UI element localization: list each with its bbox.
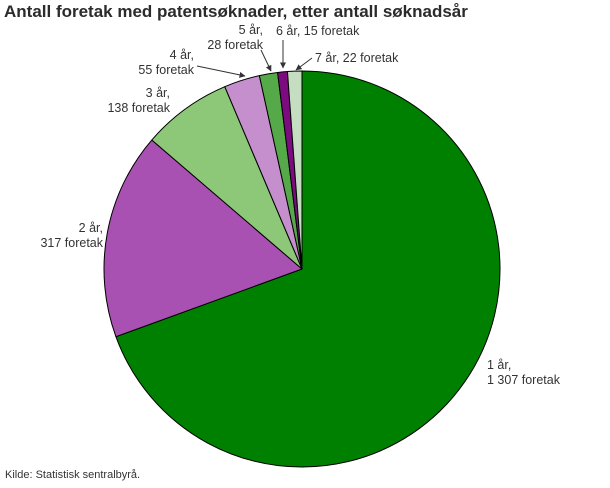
pie-slice-1-ar bbox=[115, 70, 501, 468]
leader-line-7-ar bbox=[295, 57, 313, 71]
leader-line-4-ar bbox=[196, 65, 246, 78]
pie-slice-2-ar bbox=[103, 139, 303, 338]
pie-slice-7-ar bbox=[286, 70, 303, 270]
leader-line-5-ar bbox=[260, 49, 272, 72]
source-note: Kilde: Statistisk sentralbyrå. bbox=[5, 469, 141, 481]
slice-label-7-ar: 7 år, 22 foretak bbox=[315, 51, 398, 66]
slice-label-line: 4 år, bbox=[169, 48, 194, 62]
slice-label-line: 6 år, 15 foretak bbox=[276, 24, 360, 38]
slice-label-3-ar: 3 år, 138 foretak bbox=[107, 86, 170, 116]
pie-slices-group bbox=[103, 70, 501, 468]
slice-label-line: 1 307 foretak bbox=[487, 373, 560, 387]
slice-label-5-ar: 5 år, 28 foretak bbox=[207, 23, 263, 53]
slice-label-2-ar: 2 år, 317 foretak bbox=[40, 221, 103, 251]
slice-label-6-ar: 6 år, 15 foretak bbox=[276, 24, 359, 39]
slice-label-line: 7 år, 22 foretak bbox=[315, 51, 399, 65]
slice-label-line: 138 foretak bbox=[107, 101, 170, 115]
slice-label-1-ar: 1 år, 1 307 foretak bbox=[487, 358, 560, 388]
slice-label-line: 2 år, bbox=[78, 221, 103, 235]
slice-label-4-ar: 4 år, 55 foretak bbox=[138, 48, 194, 78]
leader-lines-group bbox=[196, 40, 313, 78]
slice-label-line: 1 år, bbox=[487, 358, 512, 372]
slice-label-line: 317 foretak bbox=[40, 236, 103, 250]
slice-label-line: 3 år, bbox=[145, 86, 170, 100]
slice-label-line: 28 foretak bbox=[207, 38, 263, 52]
chart-title: Antall foretak med patentsøknader, etter… bbox=[4, 2, 468, 21]
slice-label-line: 55 foretak bbox=[138, 63, 194, 77]
slice-label-line: 5 år, bbox=[238, 23, 263, 37]
